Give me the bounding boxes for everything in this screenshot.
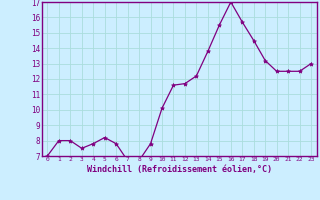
X-axis label: Windchill (Refroidissement éolien,°C): Windchill (Refroidissement éolien,°C)	[87, 165, 272, 174]
